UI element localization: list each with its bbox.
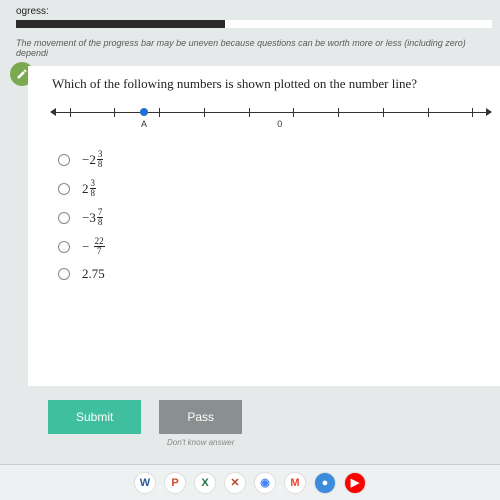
option-label: −378 — [82, 208, 103, 227]
number-line-tick — [383, 108, 384, 117]
taskbar: WPX ✕ ◉ M ● ▶ — [0, 464, 500, 500]
number-line-tick — [159, 108, 160, 117]
option-label: − 227 — [82, 237, 105, 256]
taskbar-app-icon[interactable]: ◉ — [254, 472, 276, 494]
taskbar-app-icon[interactable]: W — [134, 472, 156, 494]
progress-fill — [16, 20, 225, 28]
option-row[interactable]: − 227 — [58, 237, 490, 256]
option-row[interactable]: 2.75 — [58, 266, 490, 282]
submit-button[interactable]: Submit — [48, 400, 141, 434]
number-line-tick — [70, 108, 71, 117]
taskbar-app-icon[interactable]: ▶ — [344, 472, 366, 494]
radio-icon[interactable] — [58, 154, 70, 166]
option-label: −238 — [82, 150, 103, 169]
number-line-tick — [472, 108, 473, 117]
number-line-point — [140, 108, 148, 116]
pass-hint: Don't know answer — [167, 438, 234, 447]
option-label: 2.75 — [82, 266, 105, 282]
radio-icon[interactable] — [58, 241, 70, 253]
arrow-right-icon — [486, 108, 492, 116]
taskbar-app-icon[interactable]: ● — [314, 472, 336, 494]
number-line-tick — [114, 108, 115, 117]
radio-icon[interactable] — [58, 183, 70, 195]
option-row[interactable]: 238 — [58, 179, 490, 198]
progress-hint: The movement of the progress bar may be … — [16, 38, 492, 58]
options-group: −238 238 −378 − 227 2.75 — [52, 150, 490, 282]
number-line-tick — [428, 108, 429, 117]
option-row[interactable]: −238 — [58, 150, 490, 169]
question-text: Which of the following numbers is shown … — [52, 76, 490, 92]
number-line-tick — [293, 108, 294, 117]
progress-bar — [16, 20, 492, 28]
taskbar-app-icon[interactable]: M — [284, 472, 306, 494]
number-line-tick — [204, 108, 205, 117]
taskbar-app-icon[interactable]: P — [164, 472, 186, 494]
radio-icon[interactable] — [58, 212, 70, 224]
taskbar-app-icon[interactable]: X — [194, 472, 216, 494]
radio-icon[interactable] — [58, 268, 70, 280]
question-card: Which of the following numbers is shown … — [28, 66, 500, 386]
number-line-axis — [52, 112, 490, 113]
number-line-label: A — [141, 119, 147, 129]
pass-button[interactable]: Pass — [159, 400, 242, 434]
taskbar-app-icon[interactable]: ✕ — [224, 472, 246, 494]
number-line: A0 — [52, 102, 490, 138]
number-line-tick — [338, 108, 339, 117]
progress-label: ogress: — [16, 6, 492, 17]
option-row[interactable]: −378 — [58, 208, 490, 227]
number-line-tick — [249, 108, 250, 117]
number-line-label: 0 — [277, 119, 282, 129]
option-label: 238 — [82, 179, 96, 198]
